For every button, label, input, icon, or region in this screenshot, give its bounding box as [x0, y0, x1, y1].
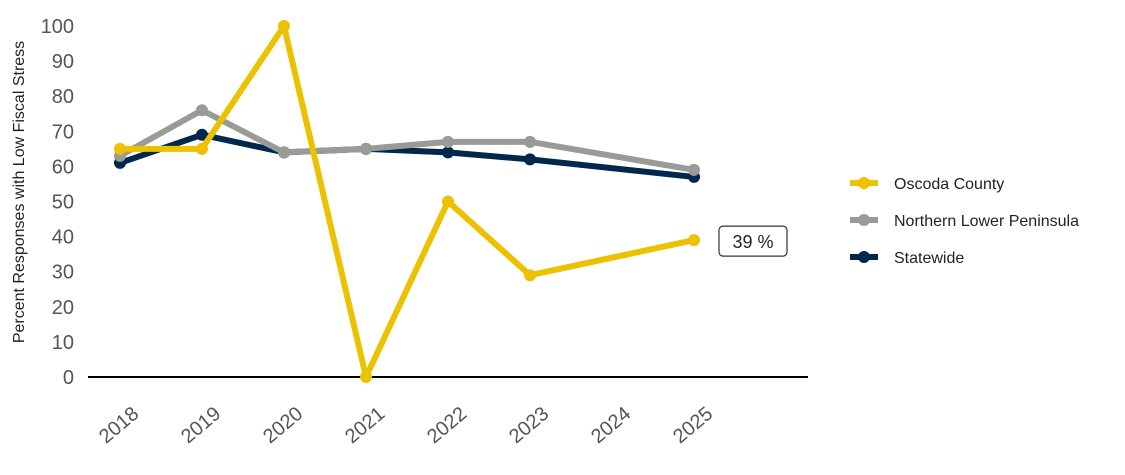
data-point-oscoda-county: [360, 371, 372, 383]
y-tick-label: 40: [52, 227, 74, 249]
data-point-statewide: [524, 153, 536, 166]
y-axis-title: Percent Responses with Low Fiscal Stress: [11, 41, 28, 343]
series-oscoda-county: [114, 20, 700, 383]
x-tick-label: 2024: [587, 403, 635, 448]
series-line-oscoda-county: [117, 23, 697, 380]
y-tick-label: 20: [52, 297, 74, 319]
y-tick-label: 60: [52, 156, 74, 178]
x-tick-label: 2020: [259, 403, 307, 448]
data-point-northern-lower-peninsula: [278, 146, 290, 159]
x-tick-label: 2019: [177, 403, 225, 448]
data-point-northern-lower-peninsula: [196, 104, 208, 117]
data-point-northern-lower-peninsula: [360, 142, 372, 155]
data-point-oscoda-county: [442, 195, 454, 208]
legend-marker: [858, 251, 870, 263]
series-northern-lower-peninsula: [114, 104, 700, 176]
callout-layer: 39 %: [718, 225, 788, 257]
y-tick-label: 90: [52, 51, 74, 73]
x-axis-ticks: 2018 2019 2020 2021 2022 2023 2024 2025: [95, 403, 717, 448]
y-tick-label: 80: [52, 86, 74, 108]
x-tick-label: 2022: [423, 403, 471, 448]
x-tick-label: 2025: [669, 403, 717, 448]
data-point-northern-lower-peninsula: [524, 135, 536, 148]
y-tick-label: 100: [41, 16, 74, 38]
y-tick-label: 30: [52, 262, 74, 284]
data-point-statewide: [442, 146, 454, 159]
y-axis-ticks: 0 10 20 30 40 50 60 70 80 90 100: [41, 16, 74, 389]
legend-marker: [858, 214, 870, 226]
data-point-oscoda-county: [114, 142, 126, 155]
data-point-oscoda-county: [278, 20, 290, 32]
y-tick-label: 10: [52, 332, 74, 354]
legend-item-statewide: Statewide: [850, 250, 964, 267]
data-point-northern-lower-peninsula: [688, 163, 700, 176]
value-callout-label: 39 %: [732, 232, 773, 252]
data-point-oscoda-county: [524, 269, 536, 282]
data-point-statewide: [196, 128, 208, 141]
legend-label: Northern Lower Peninsula: [894, 213, 1079, 230]
legend-marker: [858, 177, 870, 189]
x-tick-label: 2021: [341, 403, 389, 448]
legend-item-northern-lower-peninsula: Northern Lower Peninsula: [850, 213, 1079, 230]
series-layer: [114, 20, 700, 383]
y-tick-label: 50: [52, 192, 74, 214]
legend-label: Oscoda County: [894, 176, 1004, 193]
data-point-northern-lower-peninsula: [442, 135, 454, 148]
value-callout-box: [718, 225, 788, 257]
y-tick-label: 0: [63, 367, 74, 389]
legend: Oscoda County Northern Lower Peninsula Sta…: [850, 176, 1079, 267]
x-tick-label: 2023: [505, 403, 553, 448]
data-point-oscoda-county: [196, 142, 208, 155]
data-point-oscoda-county: [688, 234, 700, 247]
x-tick-label: 2018: [95, 403, 143, 448]
legend-item-oscoda-county: Oscoda County: [850, 176, 1004, 193]
y-tick-label: 70: [52, 121, 74, 143]
legend-label: Statewide: [894, 250, 964, 267]
